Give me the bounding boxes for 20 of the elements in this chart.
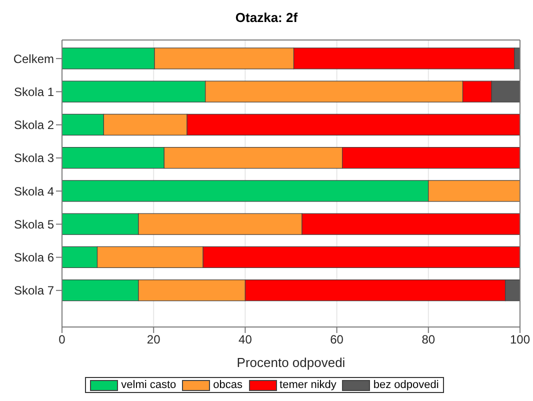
- legend-label: obcas: [212, 379, 243, 391]
- x-tick-label: 20: [146, 332, 161, 347]
- x-tick-label: 0: [58, 332, 66, 347]
- x-tick-label: 100: [510, 332, 530, 347]
- x-axis-title: Procento odpovedi: [236, 355, 346, 370]
- y-tick-label: Skola 2: [14, 118, 54, 132]
- y-tick-label: Celkem: [13, 52, 54, 66]
- x-tick-label: 40: [238, 332, 252, 347]
- legend-label: temer nikdy: [278, 379, 336, 391]
- y-tick-label: Skola 1: [14, 84, 54, 99]
- x-tick-label: 80: [422, 332, 436, 347]
- y-tick-label: Skola 5: [14, 217, 54, 232]
- y-tick-label: Skola 3: [14, 151, 54, 166]
- legend-label: velmi casto: [120, 379, 176, 391]
- y-tick-label: Skola 4: [14, 184, 54, 198]
- chart-title: Otazka: 2f: [234, 9, 299, 27]
- legend-label: bez odpovedi: [372, 379, 439, 391]
- x-tick-label: 60: [330, 332, 344, 347]
- y-tick-label: Skola 7: [14, 284, 54, 298]
- y-tick-label: Skola 6: [14, 250, 54, 265]
